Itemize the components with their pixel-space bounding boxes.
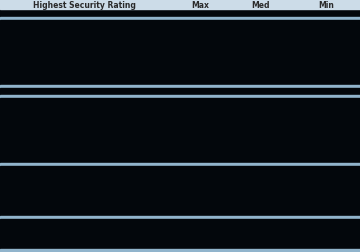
Bar [0, 166, 360, 216]
Text: Max: Max [191, 1, 209, 10]
Text: Min: Min [318, 1, 334, 10]
Bar [0, 89, 360, 96]
Bar [0, 18, 360, 21]
Bar [0, 21, 360, 86]
Bar [0, 96, 360, 99]
Text: Med: Med [252, 1, 270, 10]
Bar [0, 216, 360, 219]
Bar [0, 99, 360, 163]
Bar [0, 249, 360, 252]
Bar [0, 10, 360, 18]
Bar [0, 86, 360, 89]
Bar [0, 163, 360, 166]
Bar [0, 0, 360, 10]
Text: Highest Security Rating: Highest Security Rating [33, 1, 136, 10]
Bar [0, 219, 360, 249]
